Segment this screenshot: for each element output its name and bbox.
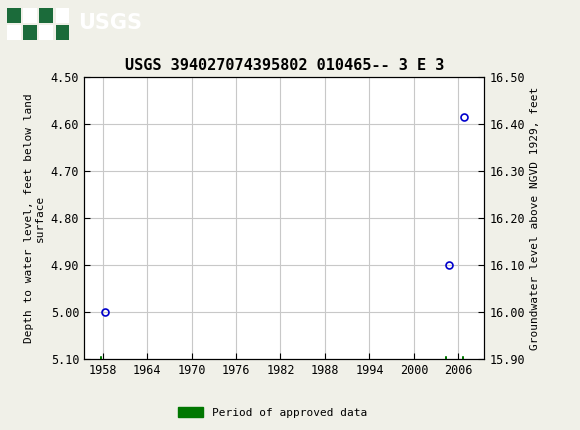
Bar xyxy=(7,25,21,40)
Y-axis label: Depth to water level, feet below land
surface: Depth to water level, feet below land su… xyxy=(24,93,45,343)
Text: USGS: USGS xyxy=(78,12,142,33)
Bar xyxy=(7,8,21,22)
Bar xyxy=(23,25,37,40)
Bar xyxy=(39,8,53,22)
Bar xyxy=(56,8,70,22)
Legend: Period of approved data: Period of approved data xyxy=(174,403,371,422)
Bar xyxy=(39,25,53,40)
Bar xyxy=(56,25,70,40)
Title: USGS 394027074395802 010465-- 3 E 3: USGS 394027074395802 010465-- 3 E 3 xyxy=(125,58,444,74)
Bar xyxy=(23,8,37,22)
Y-axis label: Groundwater level above NGVD 1929, feet: Groundwater level above NGVD 1929, feet xyxy=(530,86,541,350)
